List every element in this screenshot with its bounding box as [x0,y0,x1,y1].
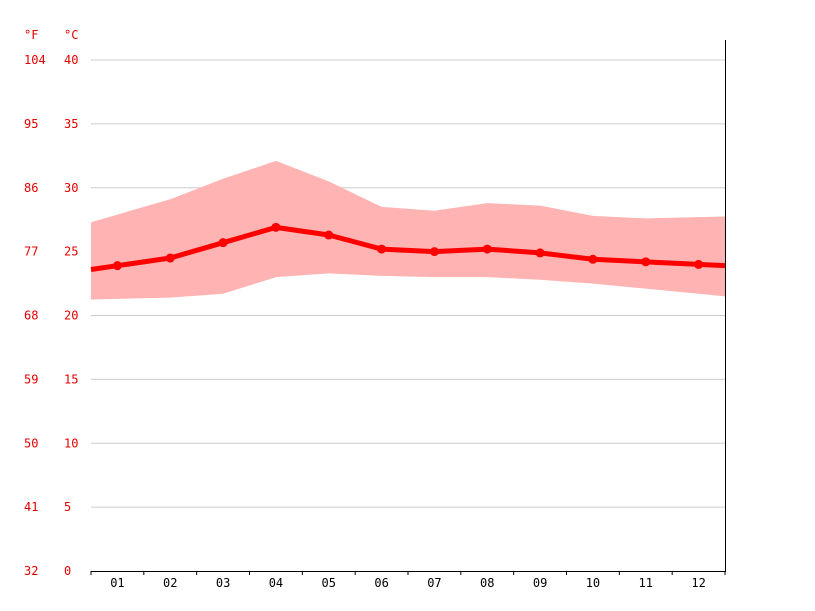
y-tick-label-celsius: 35 [64,117,78,131]
y-tick-label-celsius: 0 [64,564,71,578]
data-point [377,244,387,254]
data-point [429,247,439,257]
data-point [535,248,545,258]
y-tick-label-fahrenheit: 68 [24,309,38,323]
y-tick-label-fahrenheit: 50 [24,436,38,450]
y-tick-label-celsius: 5 [64,500,71,514]
x-tick-label: 01 [110,576,124,590]
x-tick-label: 06 [374,576,388,590]
y-tick-label-fahrenheit: 59 [24,372,38,386]
mean-temperature-points [112,222,704,271]
data-point [218,238,228,248]
y-axis-labels: °F °C 104 40 95 35 86 30 77 25 68 20 59 15 50 10 41 5 32… [24,28,78,578]
unit-label-fahrenheit: °F [24,28,38,42]
y-tick-label-fahrenheit: 95 [24,117,38,131]
y-tick-label-celsius: 30 [64,181,78,195]
data-point [482,244,492,254]
y-tick-label-celsius: 15 [64,372,78,386]
x-tick-label: 07 [427,576,441,590]
x-tick-label: 02 [163,576,177,590]
y-tick-label-fahrenheit: 32 [24,564,38,578]
y-tick-label-fahrenheit: 77 [24,245,38,259]
y-tick-label-fahrenheit: 86 [24,181,38,195]
y-tick-label-celsius: 10 [64,436,78,450]
y-tick-label-celsius: 25 [64,245,78,259]
data-point [271,222,281,232]
data-point [165,253,175,263]
y-tick-label-celsius: 20 [64,309,78,323]
x-axis-labels: 01 02 03 04 05 06 07 08 09 10 11 12 [110,576,706,590]
y-tick-label-fahrenheit: 104 [24,53,46,67]
x-tick-label: 11 [639,576,653,590]
y-tick-label-celsius: 40 [64,53,78,67]
x-tick-label: 10 [586,576,600,590]
axes [90,40,726,575]
data-point [112,261,122,271]
x-tick-label: 12 [691,576,705,590]
unit-label-celsius: °C [64,28,78,42]
x-tick-label: 04 [269,576,283,590]
temperature-range-band [91,160,725,300]
data-point [694,259,704,269]
data-point [588,254,598,264]
x-tick-label: 03 [216,576,230,590]
data-point [641,257,651,267]
x-tick-label: 05 [322,576,336,590]
mean-temperature-line [90,224,726,272]
y-tick-label-fahrenheit: 41 [24,500,38,514]
x-tick-label: 09 [533,576,547,590]
data-point [324,230,334,240]
x-tick-label: 08 [480,576,494,590]
